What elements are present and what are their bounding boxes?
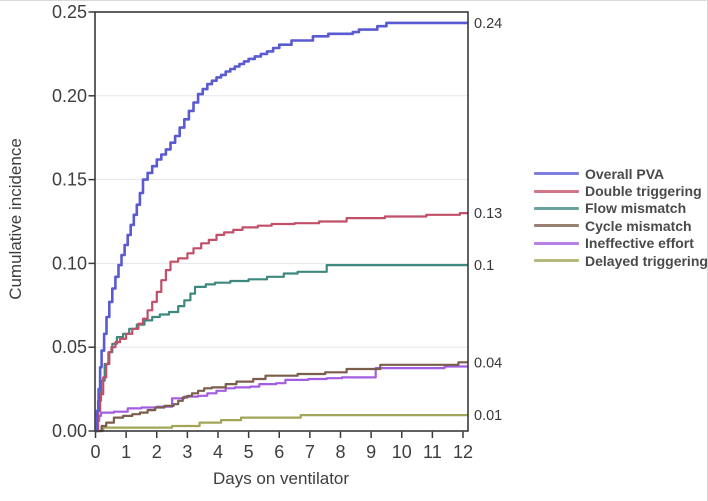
legend-swatch: [534, 259, 579, 263]
legend-label: Overall PVA: [585, 165, 665, 182]
end-value-label: 0.13: [474, 206, 502, 222]
y-tick-label: 0.15: [52, 170, 87, 190]
legend-swatch: [534, 206, 579, 210]
x-tick-label: 5: [244, 442, 254, 462]
x-tick-label: 6: [274, 442, 284, 462]
legend-swatch: [534, 189, 579, 193]
series-line-double-triggering: [95, 212, 468, 433]
legend-item: Ineffective effort: [534, 235, 707, 252]
x-tick-label: 1: [121, 442, 131, 462]
legend-swatch: [534, 172, 579, 176]
x-tick-label: 0: [90, 442, 100, 462]
legend-label: Ineffective effort: [585, 235, 694, 252]
legend-swatch: [534, 241, 579, 245]
x-tick-label: 10: [392, 442, 412, 462]
end-value-label: 0.1: [474, 258, 494, 274]
y-tick-label: 0.20: [52, 86, 87, 106]
legend-item: Cycle mismatch: [534, 217, 707, 234]
series-line-flow-mismatch: [95, 264, 468, 433]
x-tick-label: 7: [305, 442, 315, 462]
y-tick-label: 0.25: [52, 2, 87, 22]
legend-item: Double triggering: [534, 182, 707, 200]
legend-label: Delayed triggering: [585, 252, 708, 269]
legend-item: Delayed triggering: [534, 252, 708, 269]
x-axis-title: Days on ventilator: [212, 469, 350, 488]
legend-item: Overall PVA: [534, 165, 707, 182]
y-tick-label: 0.10: [52, 253, 87, 273]
series-line-cycle-mismatch: [95, 361, 468, 433]
legend-label: Cycle mismatch: [585, 217, 692, 234]
legend-swatch: [534, 224, 579, 228]
x-tick-label: 8: [335, 442, 345, 462]
legend: Overall PVA Double triggering Flow mismatc…: [534, 165, 708, 269]
series-line-overall-pva: [95, 21, 468, 433]
y-axis-title: Cumulative incidence: [6, 138, 25, 300]
x-tick-label: 11: [423, 442, 442, 462]
legend-item: Flow mismatch: [534, 200, 707, 217]
x-tick-label: 4: [213, 442, 223, 462]
x-tick-label: 2: [152, 442, 162, 462]
plot-frame: [94, 11, 469, 432]
end-value-label: 0.04: [474, 355, 502, 371]
y-tick-label: 0.00: [52, 421, 87, 441]
x-tick-label: 12: [453, 442, 473, 462]
legend-label: Double triggering: [585, 183, 702, 200]
end-value-label: 0.24: [474, 16, 502, 32]
x-tick-label: 3: [182, 442, 192, 462]
end-value-label: 0.01: [474, 408, 502, 424]
series-line-delayed-triggering: [95, 414, 468, 433]
legend-label: Flow mismatch: [585, 200, 687, 217]
y-tick-label: 0.05: [52, 337, 87, 357]
series-line-ineffective-effort: [95, 365, 468, 433]
x-tick-label: 9: [366, 442, 376, 462]
